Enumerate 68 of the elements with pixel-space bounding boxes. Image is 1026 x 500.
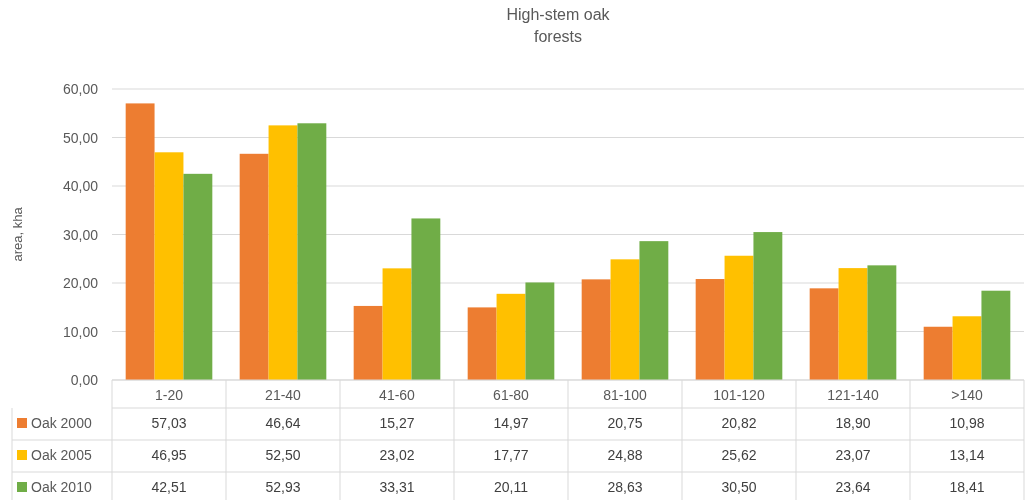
bar [297, 123, 327, 380]
bar [467, 307, 497, 380]
bar [610, 259, 640, 380]
bar [125, 103, 155, 380]
data-label: 46,64 [265, 415, 301, 431]
x-tick-label: 121-140 [827, 387, 879, 403]
bar [268, 125, 298, 380]
bar [154, 152, 184, 380]
bar [981, 290, 1011, 380]
data-label: 57,03 [151, 415, 187, 431]
data-label: 20,11 [494, 479, 529, 495]
data-label: 14,97 [493, 415, 529, 431]
x-tick-label: 41-60 [379, 387, 416, 403]
y-tick-label: 40,00 [62, 178, 99, 194]
data-label: 30,50 [721, 479, 757, 495]
y-tick-label: 30,00 [62, 226, 99, 243]
bar [183, 173, 213, 380]
data-label: 46,95 [151, 447, 187, 463]
data-label: 18,90 [835, 415, 871, 431]
data-label: 33,31 [379, 479, 415, 495]
data-label: 52,50 [265, 447, 301, 463]
data-label: 24,88 [607, 447, 643, 463]
y-tick-label: 60,00 [62, 81, 99, 97]
data-label: 42,51 [151, 479, 187, 495]
y-tick-label: 10,00 [62, 323, 99, 340]
data-label: 17,77 [493, 447, 529, 463]
data-label: 23,64 [835, 479, 871, 495]
bar [867, 265, 897, 380]
x-tick-label: 1-20 [154, 387, 184, 403]
bar [411, 218, 441, 380]
data-label: 28,63 [607, 479, 643, 495]
bar [838, 268, 868, 380]
x-tick-label: 21-40 [265, 387, 302, 403]
y-axis-title: area, kha [10, 206, 25, 262]
y-tick-label: 20,00 [62, 275, 99, 291]
data-label: 52,93 [265, 479, 301, 495]
y-tick-label: 0,00 [70, 372, 99, 388]
data-label: 25,62 [721, 447, 757, 463]
y-tick-label: 50,00 [62, 129, 99, 146]
data-label: 15,27 [379, 415, 415, 431]
legend-label: Oak 2000 [31, 415, 92, 431]
bar [923, 326, 953, 380]
bar [239, 153, 269, 380]
x-tick-label: 101-120 [713, 387, 765, 403]
chart-title: High-stem oak forests [506, 6, 611, 45]
bar [695, 279, 725, 380]
bar [724, 255, 754, 380]
bar [353, 305, 383, 380]
data-label: 13,14 [949, 447, 985, 463]
bar [952, 316, 982, 380]
legend-label: Oak 2010 [31, 479, 92, 495]
x-tick-label: 61-80 [493, 387, 530, 403]
data-label: 18,41 [949, 479, 985, 495]
data-label: 10,98 [949, 415, 985, 431]
data-label: 20,75 [607, 415, 643, 431]
x-tick-label: 81-100 [603, 387, 648, 403]
bar [525, 282, 555, 380]
x-tick-label: >140 [951, 387, 983, 403]
data-label: 20,82 [721, 415, 757, 431]
bar [639, 241, 669, 380]
legend-label: Oak 2005 [31, 447, 92, 463]
bar [809, 288, 839, 380]
bar [496, 293, 526, 380]
bar [753, 232, 783, 380]
data-label: 23,02 [379, 447, 415, 463]
data-label: 23,07 [835, 447, 871, 463]
bar [382, 268, 412, 380]
bar [581, 279, 611, 380]
